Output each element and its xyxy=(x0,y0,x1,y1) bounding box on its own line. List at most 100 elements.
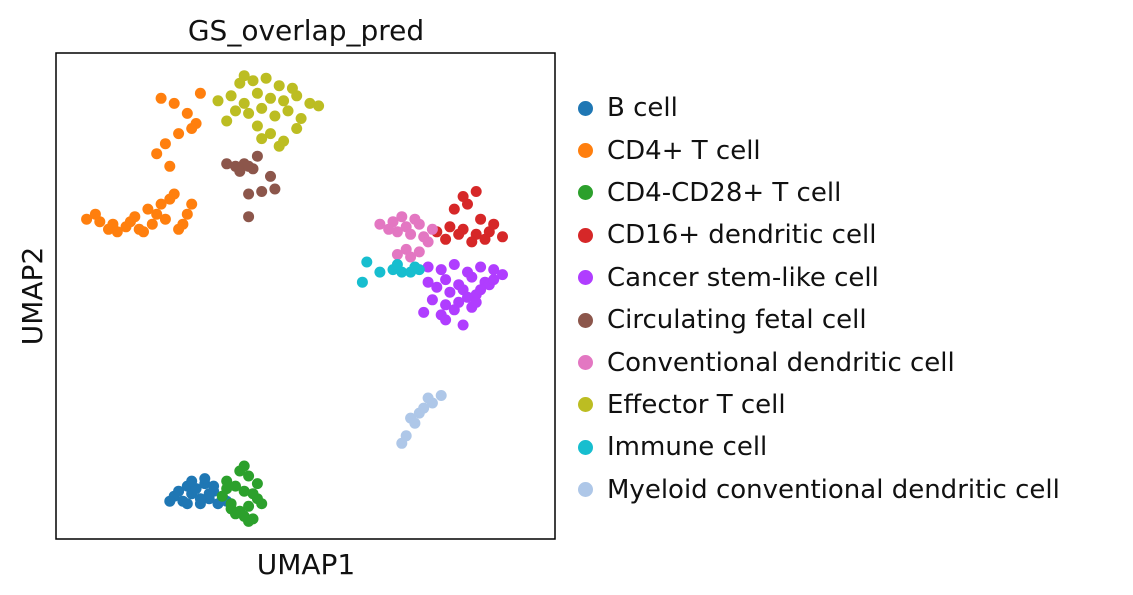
scatter-point xyxy=(238,485,250,497)
scatter-point xyxy=(155,92,167,104)
scatter-point xyxy=(409,417,421,429)
scatter-point xyxy=(470,186,482,197)
scatter-point xyxy=(431,281,443,293)
scatter-point xyxy=(440,233,452,245)
scatter-point xyxy=(212,95,224,107)
scatter-point xyxy=(304,97,316,109)
scatter-point xyxy=(238,97,250,109)
scatter-point xyxy=(440,314,452,326)
scatter-point xyxy=(181,498,193,510)
scatter-point xyxy=(81,213,93,225)
scatter-point xyxy=(418,402,430,414)
scatter-point xyxy=(251,150,263,162)
scatter-point xyxy=(265,128,276,140)
scatter-point xyxy=(177,218,189,230)
scatter-point xyxy=(124,216,136,228)
legend-label: B cell xyxy=(607,93,678,124)
scatter-point xyxy=(286,82,298,94)
scatter-point xyxy=(142,203,154,215)
scatter-point xyxy=(405,228,417,240)
legend-marker xyxy=(578,143,593,159)
scatter-point xyxy=(168,97,180,109)
legend-label: Circulating fetal cell xyxy=(607,305,867,336)
scatter-point xyxy=(426,294,438,306)
scatter-point xyxy=(221,483,233,495)
chart-title: GS_overlap_pred xyxy=(188,14,424,47)
legend-marker xyxy=(578,312,593,328)
scatter-point xyxy=(409,213,421,225)
scatter-point xyxy=(230,508,241,520)
scatter-point xyxy=(247,75,259,87)
legend-label: Myeloid conventional dendritic cell xyxy=(607,474,1060,505)
scatter-point xyxy=(186,475,198,487)
scatter-point xyxy=(186,198,198,210)
scatter-point xyxy=(448,304,460,316)
scatter-point xyxy=(278,95,290,107)
scatter-point xyxy=(479,233,491,245)
scatter-point xyxy=(475,284,487,296)
scatter-point xyxy=(396,437,408,449)
scatter-point xyxy=(269,183,281,195)
legend-item: CD4-CD28+ T cell xyxy=(578,172,1060,214)
scatter-point xyxy=(230,105,241,117)
legend-item: Immune cell xyxy=(578,426,1060,468)
scatter-point xyxy=(462,291,473,303)
scatter-point xyxy=(435,264,447,276)
scatter-point xyxy=(391,249,403,260)
scatter-point xyxy=(243,160,255,172)
scatter-point xyxy=(273,80,285,92)
legend-label: CD16+ dendritic cell xyxy=(607,220,877,251)
scatter-point xyxy=(453,228,465,240)
scatter-point xyxy=(225,90,237,102)
scatter-point xyxy=(273,140,285,152)
scatter-point xyxy=(405,251,417,263)
scatter-point xyxy=(426,223,438,235)
scatter-point xyxy=(138,226,149,238)
scatter-point xyxy=(103,223,114,235)
scatter-point xyxy=(457,319,469,331)
scatter-point xyxy=(199,473,211,485)
scatter-point xyxy=(422,236,434,248)
series-3 xyxy=(431,186,508,248)
scatter-point xyxy=(181,208,193,220)
scatter-point xyxy=(374,218,386,230)
scatter-point xyxy=(422,392,434,404)
series-4 xyxy=(418,259,508,331)
scatter-point xyxy=(260,72,272,84)
legend: B cell CD4+ T cell CD4-CD28+ T cell CD16+ d… xyxy=(578,87,1060,511)
plot-frame xyxy=(55,52,556,540)
legend-label: Conventional dendritic cell xyxy=(607,347,955,378)
legend-item: Cancer stem-like cell xyxy=(578,257,1060,299)
legend-item: CD16+ dendritic cell xyxy=(578,214,1060,256)
series-2 xyxy=(216,460,268,527)
legend-label: Immune cell xyxy=(607,432,768,463)
series-6 xyxy=(374,211,438,263)
scatter-point xyxy=(488,218,500,230)
scatter-point xyxy=(243,107,255,119)
scatter-point xyxy=(422,261,434,273)
series-5 xyxy=(221,150,281,223)
scatter-point xyxy=(448,203,460,215)
series-8 xyxy=(356,256,425,288)
legend-label: Cancer stem-like cell xyxy=(607,262,879,293)
scatter-point xyxy=(409,261,421,273)
legend-item: Circulating fetal cell xyxy=(578,299,1060,341)
series-7 xyxy=(212,70,325,152)
legend-marker xyxy=(578,439,593,455)
scatter-point xyxy=(194,87,206,99)
scatter-point xyxy=(164,160,176,172)
scatter-point xyxy=(155,198,167,210)
scatter-point xyxy=(440,299,452,311)
scatter-point xyxy=(295,113,307,124)
scatter-point xyxy=(243,211,255,223)
scatter-point xyxy=(256,133,268,145)
scatter-point xyxy=(256,102,268,114)
legend-item: CD4+ T cell xyxy=(578,129,1060,171)
scatter-point xyxy=(313,100,325,112)
scatter-point xyxy=(159,138,171,150)
scatter-point xyxy=(251,87,263,99)
scatter-point xyxy=(391,226,403,238)
scatter-point xyxy=(256,498,268,510)
legend-marker xyxy=(578,227,593,243)
